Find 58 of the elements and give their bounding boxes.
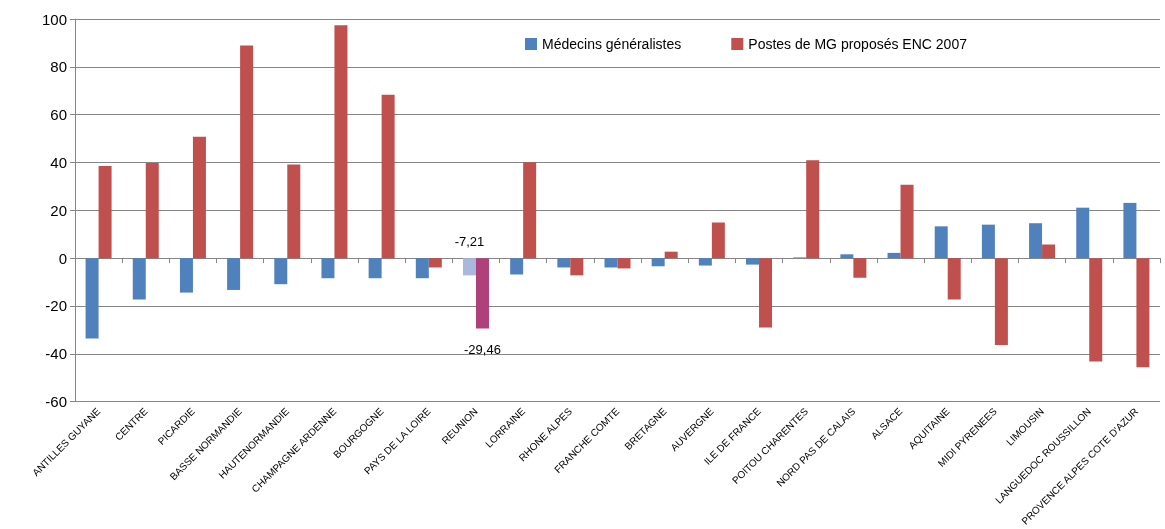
bar: [523, 162, 537, 259]
bar: [759, 258, 773, 328]
bar: [98, 166, 112, 259]
bar: [617, 258, 631, 269]
bar: [462, 258, 476, 276]
bar: [746, 258, 760, 265]
legend-label: Postes de MG proposés ENC 2007: [748, 36, 968, 52]
bar: [557, 258, 571, 268]
bar: [664, 251, 678, 259]
bar: [994, 258, 1008, 345]
bar: [1076, 207, 1090, 259]
bar: [274, 258, 288, 285]
y-tick-label: -60: [45, 393, 67, 411]
bar: [698, 258, 712, 266]
bar: [1136, 258, 1150, 368]
bar: [1029, 223, 1043, 259]
legend-label: Médecins généralistes: [542, 36, 682, 52]
y-tick-label: 40: [50, 153, 67, 171]
bar: [711, 222, 725, 259]
bar: [381, 94, 395, 259]
y-tick-label: 0: [58, 249, 67, 267]
bar: [900, 184, 914, 259]
bar: [192, 136, 206, 259]
bar: [853, 258, 867, 278]
bar: [840, 254, 854, 259]
bar: [85, 258, 99, 339]
bar: [334, 25, 348, 259]
bar: [570, 258, 584, 276]
y-tick-label: -40: [45, 345, 67, 363]
bar: [287, 164, 301, 259]
bar: [651, 258, 665, 267]
bar: [179, 258, 193, 293]
bar: [475, 258, 489, 329]
bar: [1042, 244, 1056, 259]
bar: [604, 258, 618, 268]
bar: [1089, 258, 1103, 362]
bar: [415, 258, 429, 279]
bar: [1123, 202, 1137, 259]
bar: [887, 252, 901, 259]
y-tick-label: 100: [41, 10, 67, 28]
bar: [510, 258, 524, 275]
bar: [132, 258, 146, 300]
bar: [240, 45, 254, 259]
bar: [947, 258, 961, 300]
y-tick-label: 20: [50, 201, 67, 219]
bar: [806, 160, 820, 259]
y-tick-label: -20: [45, 297, 67, 315]
bar: [981, 224, 995, 259]
y-tick-label: 60: [50, 106, 67, 124]
bar: [428, 258, 442, 268]
y-tick-label: 80: [50, 58, 67, 76]
data-label: -7,21: [454, 234, 485, 250]
bar: [145, 162, 159, 259]
bar: [227, 258, 241, 290]
data-label: -29,46: [464, 341, 501, 357]
bar: [321, 258, 335, 279]
bar: [368, 258, 382, 279]
bar: [934, 226, 948, 259]
